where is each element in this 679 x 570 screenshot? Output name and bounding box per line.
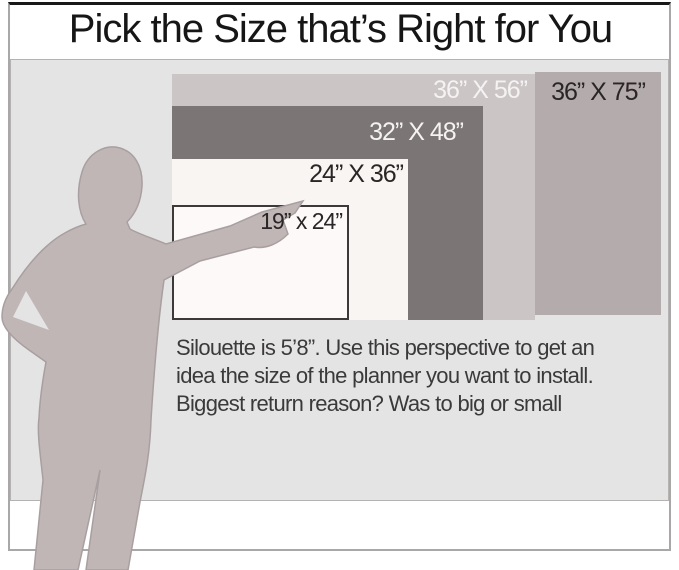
size-label-36x56: 36” X 56”	[433, 76, 528, 104]
caption-line: Silouette is 5’8”. Use this perspective …	[176, 335, 595, 360]
size-label-19x24: 19” x 24”	[260, 208, 343, 234]
caption-line: idea the size of the planner you want to…	[176, 363, 594, 388]
size-label-36x75: 36” X 75”	[551, 78, 646, 106]
caption-line: Biggest return reason? Was to big or sma…	[176, 391, 562, 416]
size-rect-19x24: 19” x 24”	[172, 205, 349, 320]
caption: Silouette is 5’8”. Use this perspective …	[176, 334, 676, 418]
size-label-24x36: 24” X 36”	[309, 160, 404, 188]
size-rect-36x75: 36” X 75”	[535, 72, 661, 315]
page-title: Pick the Size that’s Right for You	[68, 7, 613, 51]
size-label-32x48: 32” X 48”	[369, 118, 464, 146]
